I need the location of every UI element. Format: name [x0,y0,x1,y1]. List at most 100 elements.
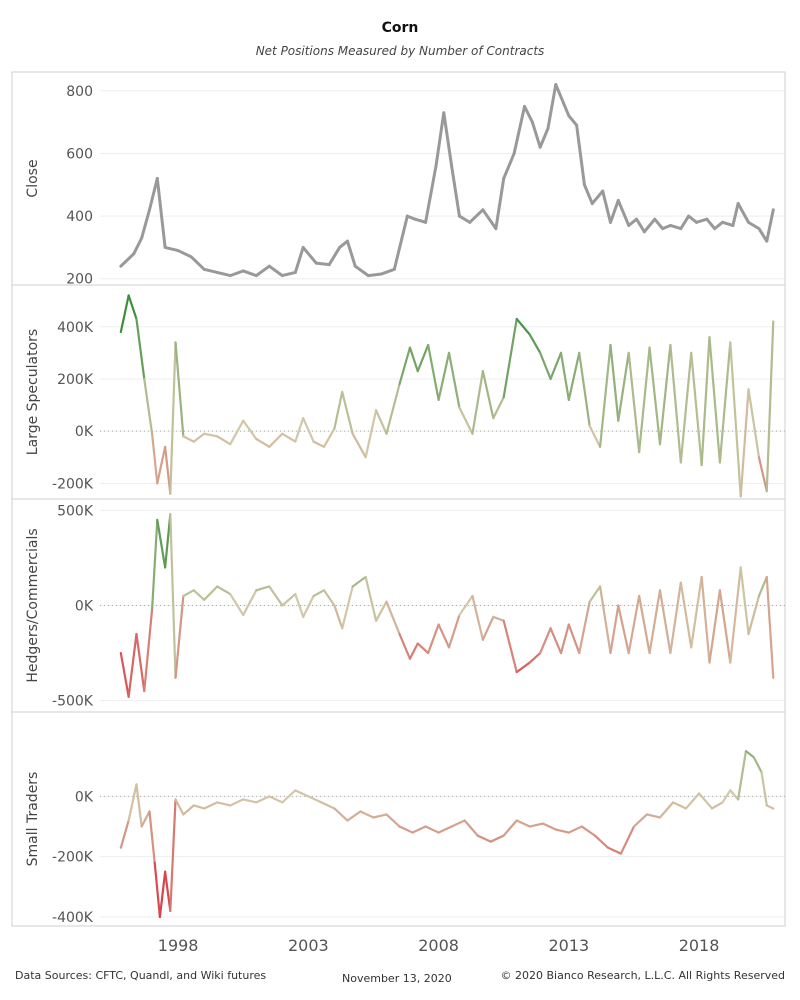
series-segment [739,566,750,636]
series-segment [351,432,367,459]
series-segment [578,351,591,428]
series-segment [481,208,498,231]
series-segment [530,120,542,149]
series-segment [562,101,571,118]
series-segment [280,270,297,278]
series-segment [351,575,367,588]
y-tick-label: -200K [52,850,94,866]
series-segment [307,795,323,804]
series-segment [471,594,484,641]
series-segment [255,795,271,804]
series-segment [575,123,586,187]
series-segment [578,600,591,655]
series-segment [189,255,206,271]
panel-3: -500K 0K 500K Hedgers/Commercials [11,498,786,713]
series-segment [765,208,775,243]
series-segment [559,623,570,655]
series-segment [174,594,185,679]
series-segment [374,409,388,435]
series-segment [364,409,378,459]
series-segment [228,269,245,278]
y-axis-label: Small Traders [25,772,41,867]
y-axis-label: Hedgers/Commercials [25,528,41,682]
series-segment [434,111,446,168]
series-segment [322,589,336,607]
series-segment [135,783,143,828]
series-segment [492,396,505,420]
series-segment [293,245,305,274]
series-segment [481,615,495,641]
series-segment [164,870,172,913]
y-axis-label: Close [25,159,41,197]
series-segment [229,592,245,617]
series-segment [255,437,271,448]
series-segment [549,627,563,655]
series-segment [567,351,581,401]
series-segment [541,822,557,831]
series-segment [567,114,579,127]
series-segment [528,651,542,664]
series-segment [671,801,688,810]
series-segment [338,239,349,249]
series-segment [268,795,284,804]
series-segment [132,236,144,256]
series-segment [679,581,693,649]
series-segment [147,177,159,212]
series-segment [192,589,206,601]
series-segment [374,600,388,622]
series-segment [747,220,761,231]
series-segment [241,269,258,278]
series-segment [700,575,711,664]
series-segment [468,208,485,224]
series-segment [616,198,631,227]
y-tick-label: 400 [66,209,93,225]
series-segment [588,424,602,448]
series-segment [294,592,305,619]
series-segment [341,390,354,435]
series-segment [744,750,755,759]
series-segment [169,341,177,495]
series-segment [463,819,479,837]
series-segment [580,825,596,837]
series-segment [757,456,768,493]
series-segment [731,202,740,227]
series-segment [294,416,305,443]
series-segment [708,336,721,464]
series-segment [392,214,409,271]
series-segment [366,272,383,278]
series-segment [281,592,297,607]
series-segment [215,270,232,278]
series-segment [385,813,401,828]
series-segment [729,789,740,801]
report-date: November 13, 2020 [342,972,452,985]
series-segment [437,623,451,649]
series-segment [408,642,419,660]
series-segment [619,825,636,855]
series-segment [341,585,354,630]
series-segment [281,432,297,443]
series-segment [427,623,440,655]
series-segment [333,807,349,822]
series-segment [457,214,472,224]
series-segment [632,813,649,828]
series-segment [590,189,605,206]
y-tick-label: 0K [75,789,94,805]
series-segment [679,214,691,231]
series-segment [567,623,581,655]
series-segment [700,336,711,467]
series-segment [476,834,492,843]
series-segment [539,351,552,381]
series-segment [658,343,672,446]
series-segment [302,416,315,443]
series-segment [242,589,258,617]
series-segment [385,600,401,636]
series-segment [156,445,167,485]
series-segment [559,351,570,401]
series-segment [720,220,735,227]
series-segment [140,810,151,828]
series-segment [164,513,172,569]
series-segment [182,435,195,443]
series-segment [684,792,701,810]
series-segment [398,825,414,834]
